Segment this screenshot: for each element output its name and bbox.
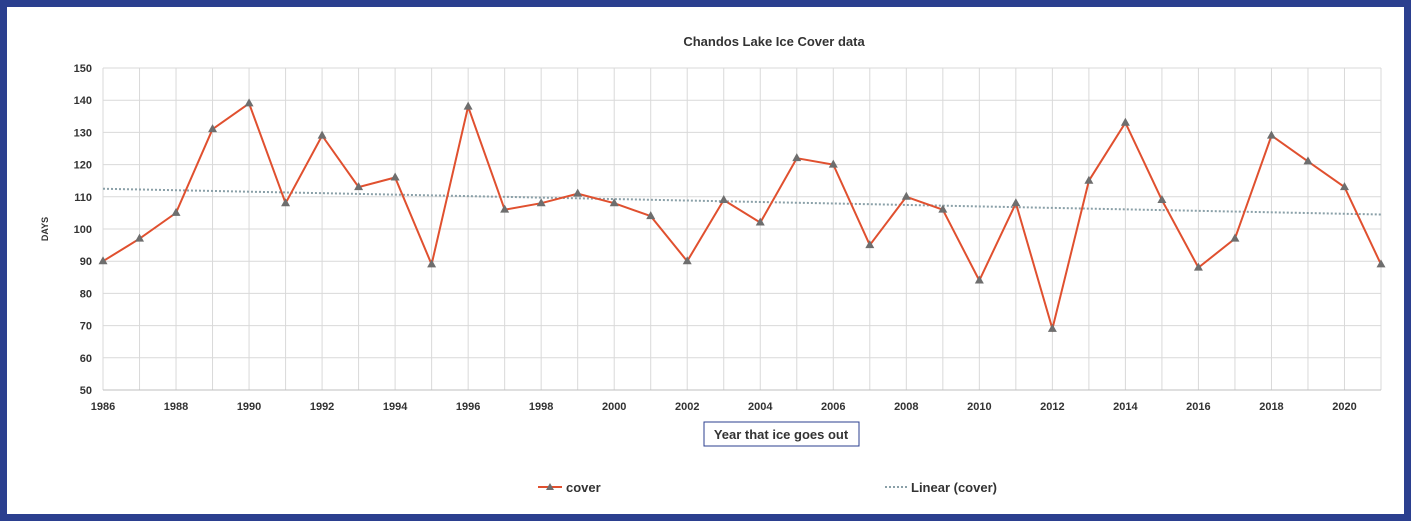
axes: 50 60 70 80 90 100 110 120 130 140 150 1986 1988 1990… [74,63,1381,413]
data-point-marker [1157,195,1167,204]
x-tick-label: 2008 [894,401,918,413]
x-tick-label: 1986 [91,401,115,413]
data-point-marker [755,217,765,226]
chart-title: Chandos Lake Ice Cover data [683,34,865,49]
x-tick-label: 2020 [1332,401,1356,413]
x-tick-label: 1998 [529,401,553,413]
x-tick-label: 2006 [821,401,845,413]
x-axis-title: Year that ice goes out [714,427,849,442]
data-point-marker [1011,198,1021,207]
grid [102,67,1382,391]
x-tick-label: 2014 [1113,401,1138,413]
series-cover-line [102,101,1382,333]
data-point-marker [500,204,510,213]
chart-canvas: Chandos Lake Ice Cover data 50 60 70 80 90 10… [40,34,1386,495]
y-tick-label: 80 [80,288,92,300]
data-point-marker [1339,182,1349,191]
data-point-marker [317,130,327,139]
y-tick-label: 150 [74,63,92,75]
data-point-marker [390,172,400,181]
x-tick-label: 1992 [310,401,334,413]
data-point-marker [573,188,583,197]
data-point-marker [135,233,145,242]
legend-linear-label: Linear (cover) [911,480,997,495]
data-point-marker [1303,156,1313,165]
y-tick-label: 90 [80,256,92,268]
y-tick-label: 60 [80,353,92,365]
x-tick-label: 2002 [675,401,699,413]
data-point-marker [828,159,838,168]
x-tick-label: 2012 [1040,401,1064,413]
data-point-marker [1047,323,1057,332]
data-point-marker [208,124,218,133]
x-tick-label: 1990 [237,401,261,413]
legend-cover-label: cover [566,480,601,495]
data-point-marker [1266,130,1276,139]
x-tick-label: 2018 [1259,401,1283,413]
data-point-marker [974,275,984,284]
y-axis-title: DAYS [40,217,50,241]
x-tick-label: 1996 [456,401,480,413]
y-tick-label: 130 [74,127,92,139]
data-point-marker [281,198,291,207]
data-point-marker [1193,262,1203,271]
data-point-marker [1376,259,1386,268]
data-point-marker [536,198,546,207]
y-tick-label: 70 [80,321,92,333]
data-point-marker [171,207,181,216]
x-tick-label: 2010 [967,401,991,413]
data-point-marker [463,101,473,110]
legend: cover Linear (cover) [538,480,997,495]
data-point-marker [901,191,911,200]
data-point-marker [719,195,729,204]
y-tick-label: 140 [74,95,92,107]
data-point-marker [865,240,875,249]
x-tick-label: 2000 [602,401,626,413]
data-point-marker [354,182,364,191]
data-point-marker [682,256,692,265]
y-tick-label: 120 [74,160,92,172]
x-tick-label: 1988 [164,401,188,413]
data-point-marker [427,259,437,268]
x-axis-title-box [703,421,860,447]
y-tick-label: 100 [74,224,92,236]
data-point-marker [1120,117,1130,126]
data-point-marker [792,153,802,162]
x-tick-label: 1994 [383,401,408,413]
y-tick-label: 50 [80,385,92,397]
plot-series [98,98,1386,333]
data-point-marker [938,204,948,213]
x-tick-label: 2004 [748,401,773,413]
data-point-marker [609,198,619,207]
y-tick-label: 110 [74,192,92,204]
data-point-marker [98,256,108,265]
data-point-marker [646,211,656,220]
data-point-marker [1084,175,1094,184]
x-tick-label: 2016 [1186,401,1210,413]
data-point-marker [244,98,254,107]
data-point-marker [1230,233,1240,242]
legend-cover-marker [546,483,554,490]
